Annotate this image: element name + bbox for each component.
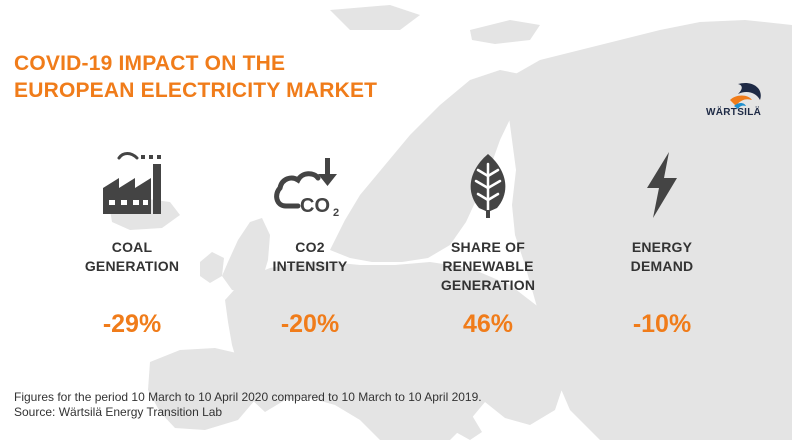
metric-value-co2: -20% — [280, 310, 340, 338]
footnote-source: Source: Wärtsilä Energy Transition Lab — [14, 405, 223, 419]
footnote-period: Figures for the period 10 March to 10 Ap… — [14, 390, 482, 404]
metric-coal-generation: COAL GENERATION — [57, 150, 207, 295]
footnote: Figures for the period 10 March to 10 Ap… — [14, 390, 482, 420]
metric-label-line: ENERGY — [631, 239, 693, 255]
co2-icon-subscript: 2 — [333, 207, 339, 219]
metric-renewable-share: SHARE OF RENEWABLE GENERATION — [413, 150, 563, 295]
wartsila-logo-icon — [730, 82, 761, 109]
metric-value-renewables: 46% — [462, 310, 514, 338]
co2-icon-text: CO — [300, 195, 330, 217]
metric-label-line: DEMAND — [630, 258, 694, 274]
metric-value-demand: -10% — [632, 310, 692, 338]
metric-label: COAL GENERATION — [57, 238, 207, 295]
metric-value-coal: -29% — [102, 310, 162, 338]
logo-wordmark: WÄRTSILÄ — [706, 107, 762, 118]
metric-co2-intensity: CO 2 CO2 INTENSITY — [235, 150, 385, 295]
metric-label-line: GENERATION — [84, 258, 180, 274]
co2-cloud-icon: CO 2 — [274, 158, 339, 219]
metric-label-line: GENERATION — [440, 277, 536, 293]
metric-label-line: RENEWABLE — [442, 258, 534, 274]
factory-icon — [103, 152, 161, 214]
page-title: COVID-19 IMPACT ON THE EUROPEAN ELECTRIC… — [14, 50, 377, 104]
metric-label-line: COAL — [111, 239, 153, 255]
metric-energy-demand: ENERGY DEMAND — [587, 150, 737, 295]
title-line-1: COVID-19 IMPACT ON THE — [14, 52, 286, 75]
metric-label-line: SHARE OF — [451, 239, 525, 255]
title-line-2: EUROPEAN ELECTRICITY MARKET — [14, 79, 378, 102]
metric-label-line: CO2 — [295, 239, 325, 255]
metric-label-line: INTENSITY — [272, 258, 348, 274]
metric-label: CO2 INTENSITY — [235, 238, 385, 295]
lightning-icon — [647, 152, 677, 218]
metric-label: SHARE OF RENEWABLE GENERATION — [413, 238, 563, 295]
metric-label: ENERGY DEMAND — [587, 238, 737, 295]
leaf-icon — [470, 154, 506, 220]
